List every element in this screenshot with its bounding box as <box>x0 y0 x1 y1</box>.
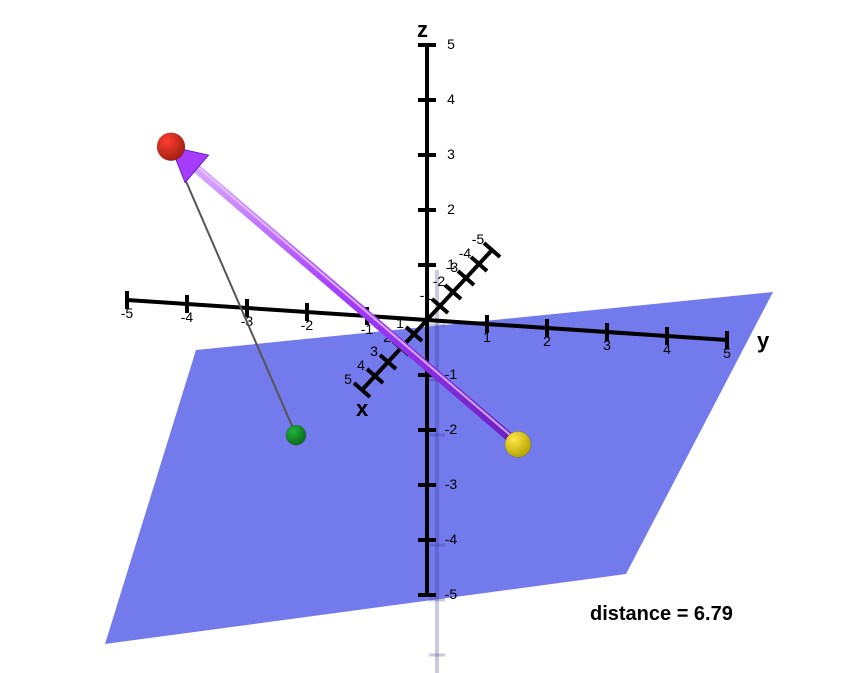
z-tick-label: 4 <box>447 91 455 107</box>
y-axis-label: y <box>757 328 770 353</box>
z-tick-label: 3 <box>447 146 455 162</box>
x-tick-label: 4 <box>357 357 365 373</box>
z-tick-label: -4 <box>445 531 458 547</box>
green-point <box>286 425 306 445</box>
yellow-point <box>505 431 531 457</box>
z-tick-label: -3 <box>445 476 458 492</box>
z-tick-label: 2 <box>447 201 455 217</box>
y-tick-label: -2 <box>301 317 314 333</box>
y-tick-label: 4 <box>663 341 671 357</box>
x-tick-label: -4 <box>459 245 472 261</box>
scene-3d: -5-4-3-2-112345-5-4-3-2-112345-5-4-3-2-1… <box>0 0 860 673</box>
svg-canvas: -5-4-3-2-112345-5-4-3-2-112345-5-4-3-2-1… <box>0 0 860 673</box>
distance-label: distance = 6.79 <box>590 603 733 625</box>
x-tick-label: -3 <box>446 259 459 275</box>
z-tick-label: -2 <box>445 421 458 437</box>
x-tick-label: 3 <box>370 343 378 359</box>
x-tick-label: 1 <box>396 315 404 331</box>
y-tick-label: -4 <box>181 309 194 325</box>
x-tick-label: -5 <box>472 231 485 247</box>
y-tick-label: 5 <box>723 345 731 361</box>
y-tick-label: 2 <box>543 333 551 349</box>
y-tick-label: 1 <box>483 329 491 345</box>
x-tick-label: -1 <box>420 287 433 303</box>
y-tick-label: -5 <box>121 305 134 321</box>
z-axis-label: z <box>417 17 428 42</box>
red-point <box>157 133 185 161</box>
y-tick-label: 3 <box>603 337 611 353</box>
z-tick-label: -5 <box>445 586 458 602</box>
x-tick-label: 5 <box>344 371 352 387</box>
x-tick-label: -2 <box>433 273 446 289</box>
z-tick-label: 5 <box>447 36 455 52</box>
x-axis-label: x <box>356 396 369 421</box>
